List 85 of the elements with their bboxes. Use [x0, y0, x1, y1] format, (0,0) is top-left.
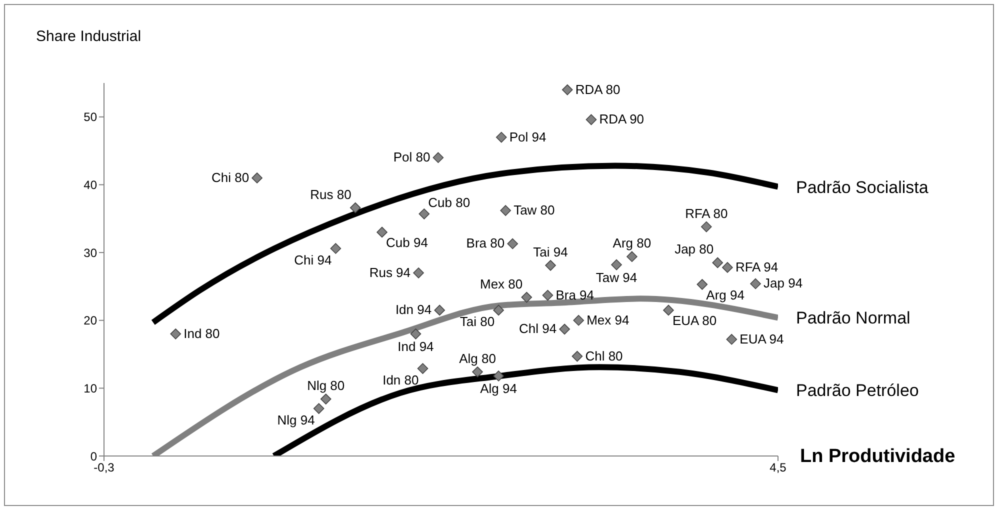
annotation: Pol 80: [393, 150, 430, 165]
point: [493, 370, 504, 382]
point: [586, 114, 597, 126]
point: [712, 257, 724, 268]
annotation: Rus 94: [369, 264, 411, 280]
point: [472, 366, 483, 378]
point: [330, 243, 342, 254]
point: [434, 304, 445, 316]
annotation: RDA 90: [599, 112, 644, 127]
point: [545, 260, 556, 271]
point: [562, 84, 573, 96]
annotation: Mex 80: [480, 276, 523, 292]
point: [320, 394, 332, 404]
chart-title: Share Industrial: [36, 28, 142, 45]
annotation: RDA 80: [575, 82, 620, 97]
annotation: RFA 80: [685, 206, 728, 221]
annotation: Chi 94: [294, 252, 332, 268]
point: [413, 267, 424, 278]
point: [417, 363, 428, 374]
annotation: Pol 94: [509, 129, 546, 144]
point: [507, 238, 518, 250]
point: [542, 290, 554, 301]
y-tick-label: 50: [84, 110, 98, 124]
point: [521, 292, 532, 303]
annotation: RFA 94: [735, 259, 778, 274]
point: [376, 226, 388, 238]
point: [696, 279, 708, 290]
annotation: Chl 94: [518, 321, 557, 336]
y-tick-label: 20: [84, 314, 98, 328]
point: [750, 278, 761, 290]
annotation: Jap 94: [764, 276, 803, 291]
y-tick-label: 10: [84, 381, 98, 396]
annotation: Alg 80: [459, 350, 496, 366]
series-label: Padrão Socialista: [796, 178, 929, 197]
annotation: Alg 94: [480, 380, 518, 396]
series-label: Padrão Normal: [796, 308, 910, 328]
point: [726, 334, 738, 345]
x-tick-label: -0,3: [94, 460, 115, 475]
annotation: Chi 80: [211, 170, 250, 185]
annotation: Taw 80: [514, 202, 555, 218]
annotation: Arg 80: [612, 236, 652, 251]
point: [722, 262, 733, 273]
annotation: Idn 94: [395, 302, 432, 318]
annotation: Ind 80: [184, 326, 220, 341]
annotation: Jap 80: [674, 242, 714, 257]
point: [500, 205, 511, 216]
x-tick-label: 4,5: [770, 460, 787, 475]
point: [559, 324, 570, 335]
annotation: Nlg 94: [277, 412, 315, 428]
point: [410, 328, 422, 340]
point: [313, 403, 324, 414]
point: [252, 172, 262, 184]
annotation: Bra 80: [466, 236, 505, 251]
point: [418, 208, 430, 220]
y-tick-label: 40: [84, 178, 98, 192]
point: [573, 314, 584, 326]
annotation: Arg 94: [706, 287, 744, 302]
y-tick-label: 30: [84, 246, 98, 260]
annotation: Tai 80: [460, 314, 495, 330]
annotation: Ind 94: [398, 338, 434, 354]
annotation: Cub 80: [428, 194, 470, 210]
annotation: Cub 94: [386, 235, 428, 250]
annotation: Tai 94: [533, 244, 568, 260]
point: [626, 251, 638, 262]
point: [170, 328, 182, 340]
x-axis-title: Ln Produtividade: [800, 446, 956, 468]
y-tick-label: 0: [90, 449, 98, 464]
annotation: Mex 94: [586, 312, 630, 328]
annotation: Idn 80: [382, 372, 419, 388]
annotation: Bra 94: [556, 287, 594, 302]
annotation: EUA 80: [672, 313, 717, 328]
point: [611, 259, 622, 270]
series-label: Padrão Petróleo: [796, 381, 919, 400]
annotation: EUA 94: [740, 331, 784, 346]
annotation: Taw 94: [596, 270, 638, 285]
point: [350, 202, 361, 214]
point: [663, 304, 674, 316]
point: [493, 304, 504, 316]
point: [700, 221, 712, 232]
annotation: Nlg 80: [307, 378, 345, 394]
annotation: Chl 80: [585, 348, 623, 364]
point: [432, 152, 444, 163]
annotation: Rus 80: [310, 186, 352, 202]
point: [572, 350, 583, 362]
point: [496, 132, 507, 143]
